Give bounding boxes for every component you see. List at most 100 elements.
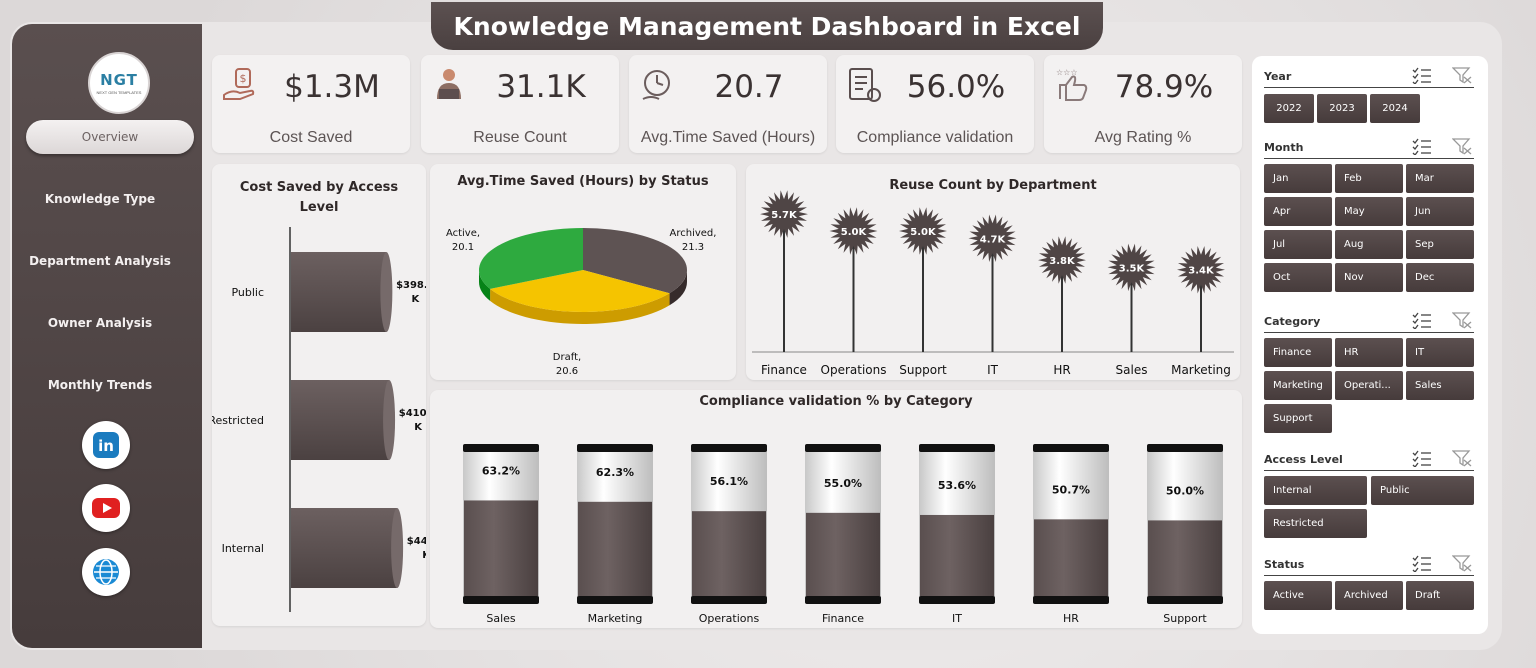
clear-filter-icon[interactable] (1452, 66, 1472, 84)
kpi-value: 56.0% (906, 69, 1006, 105)
filter-chip-status[interactable]: Archived (1335, 581, 1403, 610)
sidebar-item-monthly-trends[interactable]: Monthly Trends (47, 378, 153, 392)
filter-chip-category[interactable]: Operati... (1335, 371, 1403, 400)
bar-cap-bottom (691, 596, 767, 604)
filter-label: Year (1264, 70, 1292, 83)
bar-data-label: 50.0% (1166, 484, 1204, 497)
filter-chip-month[interactable]: Jul (1264, 230, 1332, 259)
kpi-avg-rating: ☆☆☆ 78.9% Avg Rating % (1044, 55, 1242, 153)
logo: NGT NEXT GEN TEMPLATES (88, 52, 150, 114)
bar-data-label: $443.7 (407, 536, 426, 547)
pie-data-label: Archived, (670, 228, 717, 239)
thumbs-up-stars-icon: ☆☆☆ (1056, 68, 1088, 101)
svg-text:in: in (98, 437, 114, 455)
bar-data-label: 63.2% (482, 464, 520, 477)
chart-title: Reuse Count by Department (889, 178, 1097, 193)
pie-slice-side (479, 270, 491, 301)
filter-chip-year[interactable]: 2022 (1264, 94, 1314, 123)
filter-chip-access[interactable]: Internal (1264, 476, 1367, 505)
filter-panel: Year 2022 2023 2024 Month Jan Feb Mar Apr Ma… (1252, 56, 1488, 634)
clear-filter-icon[interactable] (1452, 137, 1472, 155)
filter-chip-month[interactable]: Apr (1264, 197, 1332, 226)
filter-chip-access[interactable]: Public (1371, 476, 1474, 505)
sidebar-item-knowledge-type[interactable]: Knowledge Type (44, 192, 156, 206)
filter-chip-category[interactable]: Finance (1264, 338, 1332, 367)
bar-cap-bottom (805, 596, 881, 604)
kpi-label: Avg.Time Saved (Hours) (640, 129, 816, 146)
sidebar-item-overview[interactable]: Overview (26, 120, 194, 154)
sidebar-item-department-analysis[interactable]: Department Analysis (29, 254, 171, 268)
filter-label: Category (1264, 315, 1321, 328)
filter-chip-month[interactable]: May (1335, 197, 1403, 226)
bar-fill (578, 501, 652, 596)
filter-chip-access[interactable]: Restricted (1264, 509, 1367, 538)
bar-cap-top (919, 444, 995, 452)
bar-cap (380, 252, 393, 332)
kpi-value: 20.7 (714, 69, 784, 105)
x-axis-label: HR (1063, 612, 1079, 625)
filter-chip-status[interactable]: Active (1264, 581, 1332, 610)
filter-chip-status[interactable]: Draft (1406, 581, 1474, 610)
bar-data-label: $410.1 (399, 408, 426, 419)
linkedin-icon[interactable]: in (82, 421, 130, 469)
filter-chip-category[interactable]: HR (1335, 338, 1403, 367)
x-axis-label: Support (899, 363, 947, 377)
multi-select-icon[interactable] (1412, 137, 1432, 155)
filter-chip-month[interactable]: Oct (1264, 263, 1332, 292)
lollipop-head (1177, 246, 1225, 294)
filter-chip-month[interactable]: Mar (1406, 164, 1474, 193)
filter-chip-month[interactable]: Dec (1406, 263, 1474, 292)
page-title: Knowledge Management Dashboard in Excel (453, 11, 1081, 41)
compliance-by-category-chart: 63.2% Sales 62.3% Marketing 56.1% Operations 5… (463, 444, 1223, 625)
filter-chip-month[interactable]: Feb (1335, 164, 1403, 193)
filter-chip-category[interactable]: Support (1264, 404, 1332, 433)
globe-icon[interactable] (82, 548, 130, 596)
pie-data-label: Draft, (553, 352, 581, 363)
bar-category-label: Public (231, 286, 264, 299)
reuse-by-dept-chart: 5.7K Finance 5.0K Operations 5.0K Support 4.7K… (752, 190, 1234, 377)
lollipop-head (1107, 243, 1156, 292)
bar-cap-bottom (463, 596, 539, 604)
clear-filter-icon[interactable] (1452, 554, 1472, 572)
filter-chip-category[interactable]: Sales (1406, 371, 1474, 400)
filter-chip-month[interactable]: Nov (1335, 263, 1403, 292)
bar-fill (920, 514, 994, 596)
multi-select-icon[interactable] (1412, 554, 1432, 572)
filter-chip-year[interactable]: 2024 (1370, 94, 1420, 123)
x-axis-label: Operations (821, 363, 887, 377)
hand-clock-icon (642, 70, 670, 100)
multi-select-icon[interactable] (1412, 449, 1432, 467)
clear-filter-icon[interactable] (1452, 311, 1472, 329)
filter-chip-category[interactable]: Marketing (1264, 371, 1332, 400)
bar-cap-top (691, 444, 767, 452)
svg-text:☆☆☆: ☆☆☆ (1056, 68, 1078, 77)
bar-cap-bottom (919, 596, 995, 604)
x-axis-label: Finance (822, 612, 864, 625)
chart-compliance-by-category-panel: Compliance validation % by Category 63.2… (430, 390, 1242, 628)
filter-chip-month[interactable]: Sep (1406, 230, 1474, 259)
filter-chip-year[interactable]: 2023 (1317, 94, 1367, 123)
pie-data-label: 20.1 (452, 242, 474, 253)
bar-data-label: 55.0% (824, 477, 862, 490)
money-hand-icon: $ (223, 68, 255, 100)
chart-title: Avg.Time Saved (Hours) by Status (457, 174, 709, 189)
filter-chip-category[interactable]: IT (1406, 338, 1474, 367)
kpi-label: Reuse Count (473, 129, 567, 146)
filter-header-status: Status (1264, 550, 1474, 576)
pie-data-label: Active, (446, 228, 480, 239)
filter-chip-month[interactable]: Jan (1264, 164, 1332, 193)
bar-cap-bottom (1033, 596, 1109, 604)
multi-select-icon[interactable] (1412, 311, 1432, 329)
filter-label: Status (1264, 558, 1305, 571)
logo-text: NGT (100, 71, 138, 89)
bar-data-label: 50.7% (1052, 483, 1090, 496)
filter-chip-month[interactable]: Aug (1335, 230, 1403, 259)
multi-select-icon[interactable] (1412, 66, 1432, 84)
sidebar-item-owner-analysis[interactable]: Owner Analysis (47, 316, 153, 330)
filter-chip-month[interactable]: Jun (1406, 197, 1474, 226)
bar-category-label: Internal (222, 542, 264, 555)
lollipop-data-label: 5.0K (841, 227, 868, 238)
youtube-icon[interactable] (82, 484, 130, 532)
clear-filter-icon[interactable] (1452, 449, 1472, 467)
bar-cap-top (1147, 444, 1223, 452)
